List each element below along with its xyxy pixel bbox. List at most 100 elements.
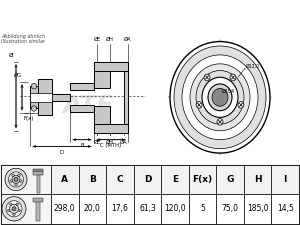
Circle shape	[5, 168, 27, 191]
Bar	[94, 62, 128, 71]
Bar	[30, 86, 38, 108]
Text: C (MTH): C (MTH)	[100, 143, 122, 148]
Circle shape	[212, 88, 228, 106]
Text: 20,0: 20,0	[84, 204, 101, 213]
Text: ØA: ØA	[124, 36, 132, 42]
Circle shape	[13, 213, 15, 216]
Circle shape	[230, 74, 236, 81]
Bar	[70, 105, 94, 112]
Bar	[94, 71, 110, 88]
Text: D: D	[144, 175, 151, 184]
Bar	[70, 83, 94, 90]
Circle shape	[202, 77, 238, 117]
Text: C: C	[117, 175, 123, 184]
Text: ATE: ATE	[62, 94, 114, 118]
Circle shape	[10, 204, 19, 213]
Circle shape	[217, 119, 223, 125]
Text: 5: 5	[200, 204, 205, 213]
Bar	[30, 93, 52, 102]
Text: Illustration similar: Illustration similar	[1, 39, 45, 44]
Bar	[94, 124, 128, 133]
Circle shape	[32, 106, 37, 111]
Circle shape	[174, 46, 266, 149]
Bar	[1, 165, 51, 194]
Text: F(x): F(x)	[24, 116, 34, 121]
Text: 14,5: 14,5	[277, 204, 294, 213]
Circle shape	[238, 101, 244, 108]
Circle shape	[10, 180, 13, 182]
Text: ØE: ØE	[93, 36, 100, 42]
Text: B: B	[80, 143, 84, 148]
Circle shape	[196, 101, 202, 108]
Circle shape	[14, 177, 18, 181]
Text: ØE: ØE	[93, 140, 100, 145]
Bar	[244, 165, 272, 194]
Text: F(x): F(x)	[193, 175, 213, 184]
Bar	[189, 194, 216, 224]
Circle shape	[204, 74, 210, 81]
Text: Ø12,0: Ø12,0	[246, 63, 260, 68]
Bar	[216, 165, 244, 194]
Bar	[94, 106, 110, 124]
Text: Abbildung ähnlich: Abbildung ähnlich	[1, 34, 45, 39]
Text: 17,6: 17,6	[112, 204, 128, 213]
Circle shape	[190, 64, 250, 131]
Bar	[244, 194, 272, 224]
Bar	[38, 79, 52, 115]
Bar	[33, 171, 43, 176]
Text: ØA: ØA	[120, 140, 128, 145]
Text: 520154: 520154	[191, 8, 253, 23]
Bar	[33, 198, 43, 202]
Text: ØG: ØG	[14, 73, 22, 78]
Text: I: I	[284, 175, 287, 184]
Circle shape	[18, 209, 20, 212]
Bar	[106, 165, 134, 194]
Bar	[79, 194, 106, 224]
Bar	[79, 165, 106, 194]
Bar	[272, 194, 299, 224]
Circle shape	[12, 207, 16, 211]
Circle shape	[16, 203, 18, 205]
Circle shape	[32, 83, 37, 89]
Circle shape	[12, 176, 20, 184]
Text: ØH: ØH	[106, 140, 114, 145]
Circle shape	[208, 84, 232, 111]
Text: D: D	[60, 150, 64, 155]
Bar	[216, 194, 244, 224]
Text: E: E	[172, 175, 178, 184]
Bar	[134, 194, 161, 224]
Circle shape	[182, 55, 258, 140]
Circle shape	[20, 180, 22, 182]
Circle shape	[10, 203, 12, 205]
Bar	[10, 35, 158, 155]
Bar	[106, 194, 134, 224]
Circle shape	[18, 174, 20, 177]
Bar	[272, 165, 299, 194]
Bar	[51, 165, 79, 194]
Bar	[51, 194, 79, 224]
Text: 120,0: 120,0	[164, 204, 186, 213]
Circle shape	[8, 209, 10, 212]
Text: H: H	[254, 175, 262, 184]
Circle shape	[12, 174, 14, 177]
Text: ØH: ØH	[106, 36, 114, 42]
Circle shape	[196, 71, 244, 124]
Text: 185,0: 185,0	[247, 204, 268, 213]
Bar	[161, 165, 189, 194]
Text: Ø154: Ø154	[222, 89, 235, 94]
Text: G: G	[226, 175, 234, 184]
Bar	[189, 165, 216, 194]
Text: ØI: ØI	[9, 53, 15, 58]
Bar	[134, 165, 161, 194]
Bar	[37, 174, 40, 193]
Bar	[161, 194, 189, 224]
Circle shape	[170, 42, 270, 153]
Text: 298,0: 298,0	[54, 204, 76, 213]
Text: 61,3: 61,3	[139, 204, 156, 213]
Text: B: B	[89, 175, 96, 184]
Circle shape	[6, 201, 22, 217]
Text: 75,0: 75,0	[222, 204, 238, 213]
Circle shape	[2, 197, 26, 221]
Bar	[33, 169, 43, 171]
Text: 24.0320-0154.1: 24.0320-0154.1	[34, 8, 164, 23]
